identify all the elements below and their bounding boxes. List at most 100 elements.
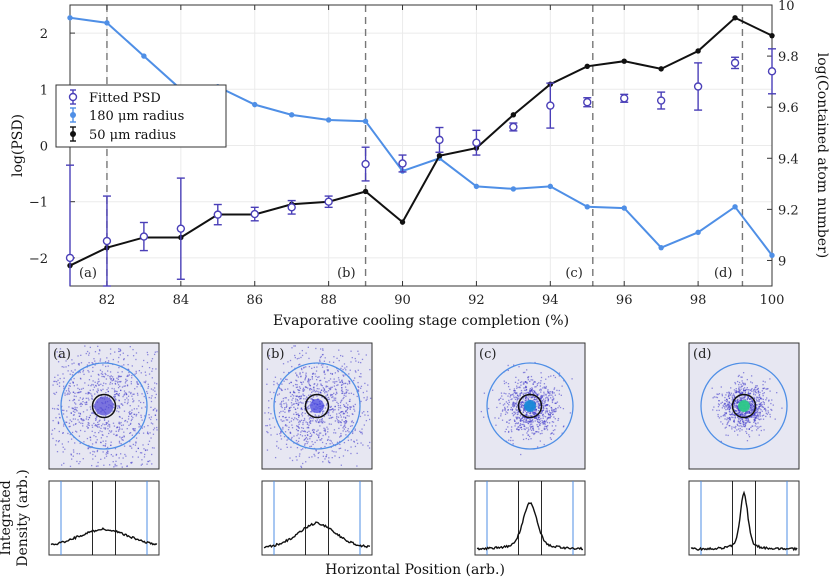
cloud-pixel	[126, 393, 128, 396]
cloud-pixel	[128, 391, 130, 393]
cloud-pixel	[92, 370, 94, 373]
cloud-pixel	[742, 413, 744, 415]
cloud-pixel	[359, 430, 361, 433]
cloud-pixel	[544, 425, 546, 428]
cloud-pixel	[755, 407, 758, 409]
cloud-pixel	[348, 382, 351, 385]
cloud-pixel	[340, 411, 342, 414]
cloud-pixel	[107, 452, 109, 455]
cloud-pixel	[717, 413, 719, 416]
cloud-pixel	[738, 418, 740, 420]
cloud-pixel	[325, 432, 327, 435]
cloud-pixel	[297, 416, 300, 418]
cloud-pixel	[345, 395, 347, 397]
cloud-pixel	[329, 388, 331, 390]
cloud-pixel	[744, 419, 746, 422]
cloud-pixel	[555, 408, 557, 410]
cloud-pixel	[68, 393, 70, 395]
cloud-pixel	[724, 402, 726, 405]
cloud-pixel	[738, 401, 741, 403]
cloud-pixel	[495, 424, 497, 426]
cloud-pixel	[79, 403, 81, 406]
cloud-pixel	[91, 394, 93, 397]
cloud-pixel	[734, 381, 736, 384]
cloud-pixel	[763, 387, 766, 389]
cloud-pixel	[64, 448, 66, 450]
cloud-pixel	[345, 421, 347, 423]
cloud-pixel	[527, 394, 529, 397]
cloud-pixel	[519, 420, 521, 422]
cloud-pixel	[727, 407, 729, 409]
cloud-pixel	[114, 399, 117, 401]
cloud-pixel	[762, 384, 764, 386]
cloud-pixel	[122, 457, 124, 459]
cloud-pixel	[736, 406, 738, 408]
cloud-pixel	[530, 414, 532, 417]
cloud-pixel	[92, 453, 94, 456]
cloud-pixel	[538, 400, 540, 403]
cloud-pixel	[314, 455, 316, 457]
cloud-pixel	[527, 391, 529, 394]
cloud-pixel	[295, 400, 297, 402]
cloud-pixel	[752, 414, 754, 416]
cloud-pixel	[532, 429, 535, 431]
cloud-pixel	[333, 429, 336, 431]
psd-point	[620, 94, 629, 103]
cloud-pixel	[535, 412, 537, 415]
cloud-pixel	[298, 415, 300, 417]
cloud-pixel	[315, 449, 317, 451]
cloud-pixel	[762, 393, 764, 395]
cloud-pixel	[542, 420, 544, 423]
cloud-pixel	[738, 421, 741, 423]
cloud-pixel	[300, 375, 302, 377]
cloud-pixel	[367, 384, 369, 386]
cloud-pixel	[293, 413, 295, 415]
cloud-pixel	[508, 404, 510, 406]
cloud-pixel	[303, 417, 306, 420]
cloud-pixel	[105, 392, 107, 394]
cloud-pixel	[542, 423, 544, 425]
cloud-pixel	[111, 387, 113, 390]
cloud-pixel	[751, 430, 753, 432]
cloud-pixel	[280, 378, 282, 380]
cloud-pixel	[545, 410, 547, 412]
cloud-pixel	[747, 411, 749, 413]
cloud-pixel	[144, 415, 146, 417]
cloud-pixel	[755, 412, 758, 414]
cloud-pixel	[741, 391, 743, 393]
cloud-pixel	[284, 416, 286, 419]
cloud-pixel	[79, 442, 81, 444]
cloud-pixel	[142, 432, 145, 434]
cloud-pixel	[513, 392, 516, 394]
cloud-pixel	[106, 357, 108, 359]
cloud-pixel	[134, 444, 137, 446]
cloud-pixel	[739, 414, 741, 417]
cloud-pixel	[501, 419, 504, 421]
cloud-pixel	[324, 445, 326, 448]
cloud-pixel	[535, 417, 537, 419]
cloud-pixel	[502, 398, 504, 400]
cloud-pixel	[544, 428, 546, 430]
cloud-pixel	[340, 464, 343, 466]
cloud-pixel	[552, 413, 554, 415]
cloud-pixel	[338, 447, 340, 450]
cloud-pixel	[725, 434, 727, 436]
cloud-pixel	[104, 428, 106, 430]
cloud-pixel	[334, 388, 337, 390]
cloud-pixel	[529, 380, 531, 383]
cloud-pixel	[540, 376, 543, 379]
cloud-pixel	[504, 409, 506, 411]
cloud-pixel	[748, 436, 751, 438]
cloud-pixel	[87, 427, 89, 429]
cloud-pixel	[295, 395, 297, 397]
y-left-tick-label: 2	[40, 27, 48, 42]
cloud-pixel	[91, 464, 93, 467]
cloud-pixel	[51, 407, 54, 410]
cloud-pixel	[100, 425, 103, 427]
cloud-pixel	[274, 401, 277, 403]
cloud-pixel	[553, 374, 555, 377]
cloud-pixel	[527, 429, 530, 431]
radius-180um-ring	[60, 362, 148, 450]
cloud-pixel	[124, 392, 126, 394]
cloud-pixel	[100, 458, 102, 460]
